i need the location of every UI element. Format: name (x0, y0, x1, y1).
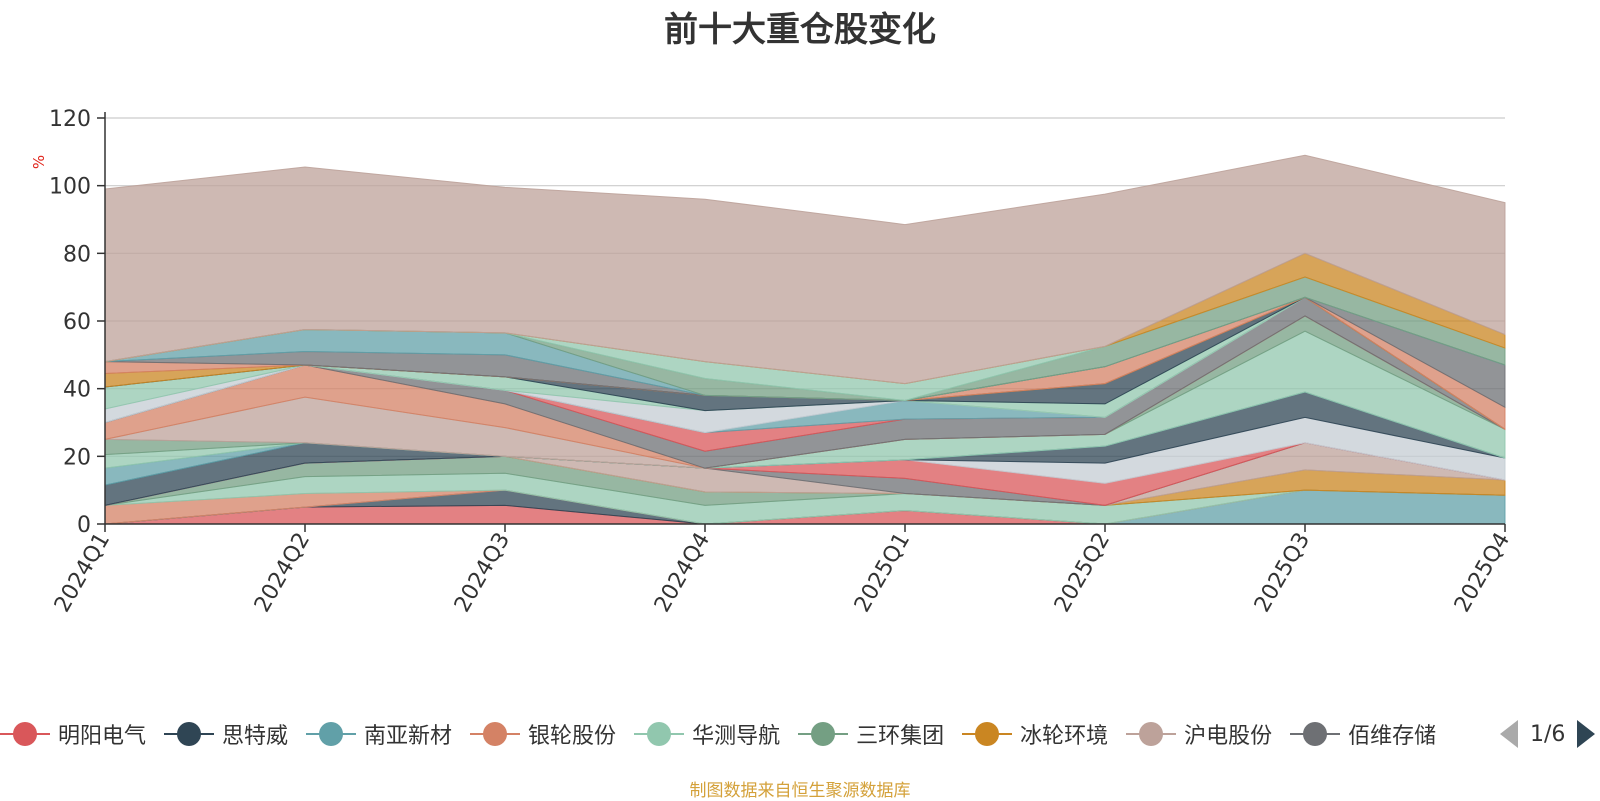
legend-next-page-icon[interactable] (1577, 720, 1596, 748)
legend-marker-icon (0, 721, 50, 747)
x-tick-label: 2024Q2 (250, 529, 315, 617)
legend-item[interactable]: 南亚新材 (306, 716, 452, 752)
legend-label: 思特威 (222, 724, 289, 749)
y-tick-label: 40 (63, 378, 91, 403)
data-source-note: 制图数据来自恒生聚源数据库 (689, 781, 911, 801)
legend-label: 银轮股份 (528, 724, 617, 749)
y-tick-label: 80 (63, 242, 91, 267)
legend-item[interactable]: 银轮股份 (470, 716, 616, 752)
legend-item[interactable]: 思特威 (164, 716, 288, 752)
legend-label: 南亚新材 (364, 724, 453, 749)
area-series-unlabeled-30 (104, 154, 1506, 385)
x-tick-label: 2025Q2 (1050, 529, 1115, 617)
y-axis-unit-label: % (30, 155, 48, 169)
y-tick-label: 100 (49, 175, 91, 200)
legend-label: 华测导航 (692, 724, 781, 749)
x-tick-label: 2024Q3 (450, 529, 515, 617)
area-series-group (104, 154, 1506, 525)
legend-marker-icon (164, 721, 215, 747)
legend-pager: 1/6 (1500, 716, 1596, 752)
x-tick-label: 2025Q1 (850, 529, 915, 617)
legend-marker-icon (634, 721, 685, 747)
legend: 明阳电气 思特威 南亚新材 银轮股份 华测导航 三环集团 冰轮环境 沪电股份 佰维存储 (0, 716, 1490, 752)
legend-marker-icon (470, 721, 521, 747)
legend-item[interactable]: 沪电股份 (1126, 716, 1272, 752)
x-tick-label: 2025Q3 (1250, 529, 1315, 617)
x-tick-label: 2025Q4 (1450, 529, 1515, 617)
legend-marker-icon (1290, 721, 1341, 747)
legend-prev-page-icon[interactable] (1500, 720, 1518, 748)
legend-item[interactable]: 冰轮环境 (962, 716, 1108, 752)
x-tick-label: 2024Q1 (50, 529, 115, 617)
legend-item[interactable]: 佰维存储 (1290, 716, 1436, 752)
legend-label: 沪电股份 (1184, 724, 1273, 749)
legend-marker-icon (798, 721, 849, 747)
chart-title: 前十大重仓股变化 (664, 10, 936, 50)
legend-item[interactable]: 华测导航 (634, 716, 780, 752)
legend-label: 三环集团 (856, 724, 945, 749)
legend-marker-icon (306, 721, 357, 747)
x-tick-label: 2024Q4 (650, 529, 715, 617)
y-tick-label: 0 (77, 513, 91, 538)
legend-page-indicator: 1/6 (1530, 721, 1566, 747)
legend-marker-icon (1126, 721, 1177, 747)
legend-marker-icon (962, 721, 1013, 747)
legend-item[interactable]: 三环集团 (798, 716, 944, 752)
legend-label: 明阳电气 (58, 724, 147, 749)
y-tick-label: 60 (63, 310, 91, 335)
legend-label: 佰维存储 (1348, 724, 1437, 749)
legend-item[interactable]: 明阳电气 (0, 716, 146, 752)
legend-label: 冰轮环境 (1020, 724, 1109, 749)
y-tick-label: 20 (63, 445, 91, 470)
y-tick-label: 120 (49, 107, 91, 132)
